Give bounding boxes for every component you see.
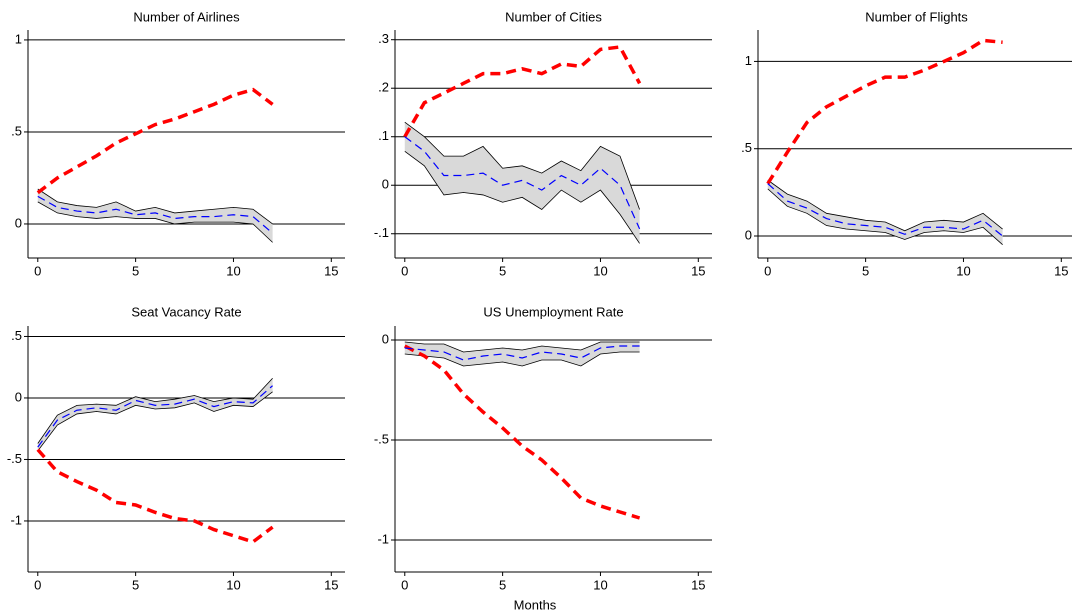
x-tick-label: 10: [593, 577, 607, 592]
y-tick-label: 1: [745, 53, 752, 68]
y-tick-label: -.5: [7, 451, 22, 466]
x-tick-label: 5: [499, 577, 506, 592]
x-tick-label: 15: [1054, 263, 1068, 278]
chart-title: Number of Cities: [505, 9, 602, 24]
y-tick-label: .1: [378, 128, 389, 143]
x-tick-label: 0: [764, 263, 771, 278]
y-tick-label: 0: [745, 227, 752, 242]
x-tick-label: 0: [34, 263, 41, 278]
y-tick-label: 0: [15, 215, 22, 230]
band-upper: [404, 121, 640, 210]
y-tick-label: 1: [15, 31, 22, 46]
series-line: [403, 45, 642, 138]
chart-title: Number of Airlines: [133, 9, 240, 24]
band-upper: [37, 188, 273, 225]
y-tick-label: .2: [378, 80, 389, 95]
x-tick-label: 10: [956, 263, 970, 278]
x-axis-label: Months: [514, 597, 557, 612]
x-tick-label: 10: [226, 577, 240, 592]
x-tick-label: 0: [34, 577, 41, 592]
x-tick-label: 0: [401, 263, 408, 278]
series-line: [36, 87, 274, 195]
y-tick-label: .5: [11, 123, 22, 138]
y-tick-label: 0: [382, 331, 389, 346]
y-tick-label: -.5: [374, 431, 389, 446]
band-upper: [767, 179, 1003, 232]
x-tick-label: 5: [499, 263, 506, 278]
band-lower: [404, 351, 640, 367]
y-tick-label: 0: [382, 177, 389, 192]
x-tick-label: 5: [862, 263, 869, 278]
series-line: [766, 38, 1003, 185]
y-tick-label: .3: [378, 31, 389, 46]
series-line: [37, 195, 273, 234]
y-tick-label: .5: [11, 328, 22, 343]
x-tick-label: 15: [324, 577, 338, 592]
band-lower: [37, 391, 273, 452]
x-tick-label: 10: [593, 263, 607, 278]
band-upper: [404, 341, 640, 353]
series-line: [404, 136, 641, 230]
band-upper: [37, 378, 273, 444]
chart-title: US Unemployment Rate: [483, 304, 623, 319]
series-line: [767, 183, 1003, 237]
series-line: [36, 448, 274, 544]
x-tick-label: 15: [691, 577, 705, 592]
band-lower: [767, 188, 1003, 246]
x-tick-label: 5: [132, 263, 139, 278]
x-tick-label: 10: [226, 263, 240, 278]
confidence-band: [37, 188, 273, 243]
confidence-band: [767, 180, 1003, 245]
series-line: [37, 385, 273, 448]
y-tick-label: 0: [15, 389, 22, 404]
x-tick-label: 5: [132, 577, 139, 592]
series-line: [403, 344, 641, 520]
x-tick-label: 0: [401, 577, 408, 592]
chart-title: Number of Flights: [865, 9, 968, 24]
band-lower: [37, 201, 273, 243]
x-tick-label: 15: [691, 263, 705, 278]
y-tick-label: .5: [741, 140, 752, 155]
y-tick-label: -1: [377, 531, 389, 546]
series-line: [404, 345, 640, 361]
y-tick-label: -.1: [374, 225, 389, 240]
x-tick-label: 15: [324, 263, 338, 278]
y-tick-label: -1: [10, 512, 22, 527]
confidence-band: [37, 378, 273, 451]
chart-title: Seat Vacancy Rate: [131, 304, 241, 319]
band-lower: [404, 150, 640, 244]
confidence-band: [404, 122, 640, 244]
confidence-band: [404, 342, 640, 366]
